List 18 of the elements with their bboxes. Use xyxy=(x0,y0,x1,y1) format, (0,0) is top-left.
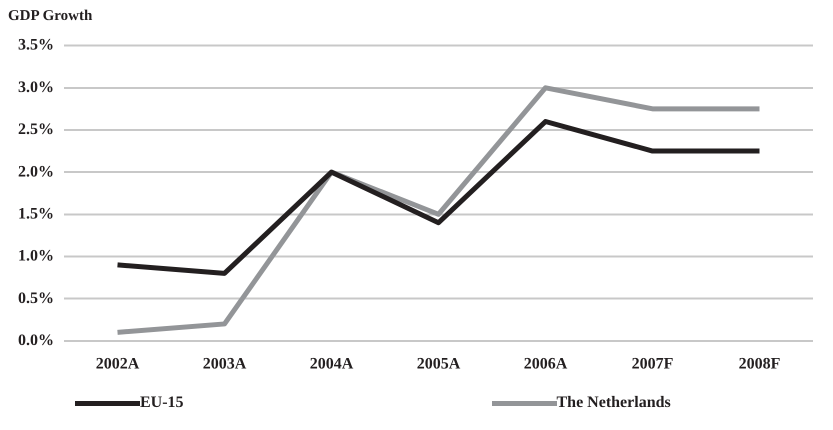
x-tick-label: 2003A xyxy=(202,356,247,373)
legend-label: EU-15 xyxy=(140,394,184,412)
y-tick-label: 1.5% xyxy=(18,205,54,222)
x-tick-label: 2004A xyxy=(310,356,354,373)
y-tick-label: 3.0% xyxy=(18,78,54,96)
y-tick-label: 0.0% xyxy=(18,332,54,349)
y-tick-label: 2.5% xyxy=(18,121,54,138)
y-tick-label: 1.0% xyxy=(18,248,54,265)
y-tick-label: 2.0% xyxy=(18,163,54,180)
x-tick-label: 2002A xyxy=(96,356,140,373)
x-tick-label: 2005A xyxy=(416,356,461,373)
chart-title: GDP Growth xyxy=(8,8,92,25)
x-tick-label: 2007F xyxy=(632,356,674,373)
x-tick-label: 2006A xyxy=(524,356,568,373)
legend-label: The Netherlands xyxy=(556,394,671,412)
x-tick-label: 2008F xyxy=(738,356,781,373)
y-tick-label: 3.5% xyxy=(18,36,54,54)
y-tick-label: 0.5% xyxy=(18,290,54,307)
